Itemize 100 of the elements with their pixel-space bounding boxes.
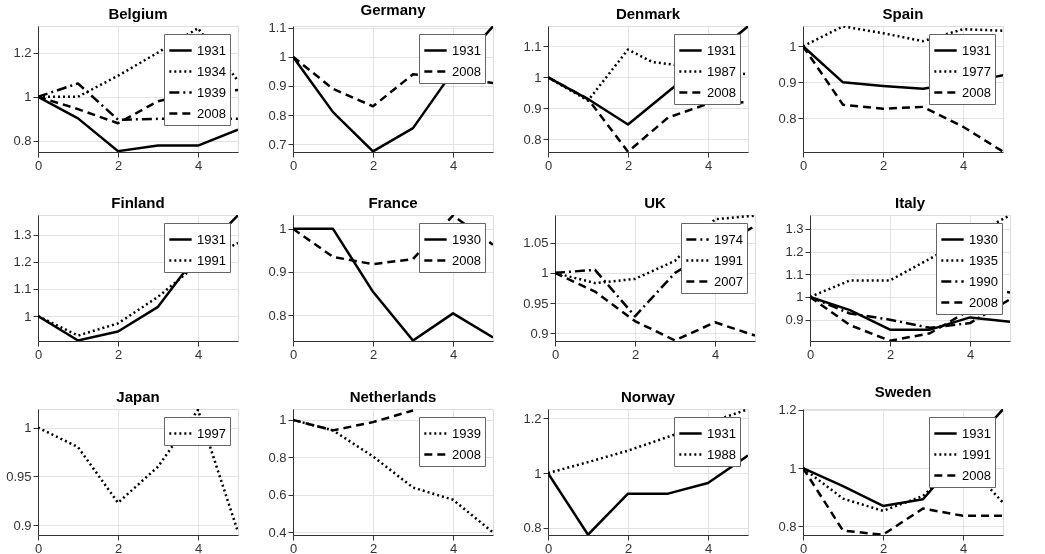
legend-label: 1991 (962, 446, 991, 462)
chart-title: Netherlands (349, 388, 437, 405)
x-tick-label: 4 (959, 157, 968, 173)
chart-title: Denmark (615, 5, 681, 22)
x-tick-label: 2 (369, 346, 378, 362)
y-tick-label: 0.7 (268, 136, 287, 152)
y-tick-label: 1 (279, 221, 287, 237)
legend-label: 2008 (197, 105, 226, 121)
legend-label: 1974 (714, 231, 743, 247)
x-tick-label: 0 (551, 346, 560, 362)
x-tick-label: 2 (879, 157, 888, 173)
legend-label: 1988 (707, 446, 736, 462)
x-tick-label: 2 (114, 540, 123, 554)
legend-label: 1931 (707, 425, 736, 441)
y-tick-label: 1.1 (523, 38, 542, 54)
legend-label: 1997 (197, 425, 226, 441)
x-tick-label: 4 (449, 157, 458, 173)
chart-title: Norway (620, 388, 676, 405)
legend-label: 1991 (714, 252, 743, 268)
y-tick-label: 0.8 (268, 107, 287, 123)
y-tick-label: 1 (24, 308, 32, 324)
y-tick-label: 1.2 (785, 244, 804, 260)
y-tick-label: 1 (279, 412, 287, 428)
x-tick-label: 0 (289, 540, 298, 554)
legend-label: 2008 (452, 63, 481, 79)
legend-label: 1931 (197, 42, 226, 58)
y-tick-label: 1 (534, 69, 542, 85)
x-tick-label: 0 (34, 157, 43, 173)
y-tick-label: 0.9 (785, 312, 804, 328)
legend-label: 1939 (197, 84, 226, 100)
y-tick-label: 0.9 (530, 325, 549, 341)
y-tick-label: 0.6 (268, 487, 287, 503)
x-tick-label: 4 (959, 540, 968, 554)
y-tick-label: 0.9 (268, 264, 287, 280)
legend-label: 2008 (962, 467, 991, 483)
x-tick-label: 2 (631, 346, 640, 362)
y-tick-label: 1.2 (523, 410, 542, 426)
x-tick-label: 0 (34, 540, 43, 554)
y-tick-label: 1 (541, 265, 549, 281)
x-tick-label: 4 (194, 157, 203, 173)
y-tick-label: 0.95 (6, 468, 32, 484)
chart-title: UK (644, 194, 666, 211)
legend-label: 1930 (969, 231, 998, 247)
y-tick-label: 1 (279, 49, 287, 65)
y-tick-label: 0.8 (523, 131, 542, 147)
y-tick-label: 1 (789, 38, 797, 54)
legend-label: 2008 (707, 84, 736, 100)
legend-label: 1939 (452, 425, 481, 441)
y-tick-label: 1.2 (13, 45, 32, 61)
chart-title: France (368, 194, 418, 211)
x-tick-label: 2 (624, 157, 633, 173)
x-tick-label: 2 (369, 157, 378, 173)
x-tick-label: 4 (449, 346, 458, 362)
x-tick-label: 2 (879, 540, 888, 554)
chart-title: Japan (116, 388, 160, 405)
y-tick-label: 1.3 (13, 227, 32, 243)
legend-label: 2008 (452, 252, 481, 268)
x-tick-label: 0 (544, 540, 553, 554)
x-tick-label: 4 (194, 540, 203, 554)
y-tick-label: 0.4 (268, 524, 287, 540)
y-tick-label: 0.8 (778, 518, 797, 534)
chart-title: Germany (360, 0, 427, 18)
chart-title: Spain (882, 5, 924, 22)
x-tick-label: 4 (194, 346, 203, 362)
x-tick-label: 0 (799, 540, 808, 554)
legend-label: 1935 (969, 252, 998, 268)
x-tick-label: 0 (799, 157, 808, 173)
y-tick-label: 1 (534, 465, 542, 481)
x-tick-label: 2 (369, 540, 378, 554)
legend-label: 1977 (962, 63, 991, 79)
x-tick-label: 2 (886, 346, 895, 362)
x-tick-label: 0 (34, 346, 43, 362)
x-tick-label: 0 (289, 346, 298, 362)
chart-title: Finland (111, 194, 165, 211)
legend-label: 1987 (707, 63, 736, 79)
legend-label: 2008 (962, 84, 991, 100)
y-tick-label: 1 (24, 420, 32, 436)
legend-label: 2008 (452, 446, 481, 462)
y-tick-label: 1.1 (13, 281, 32, 297)
y-tick-label: 0.8 (778, 110, 797, 126)
legend-label: 1991 (197, 252, 226, 268)
y-tick-label: 0.95 (523, 295, 549, 311)
legend-label: 1931 (707, 42, 736, 58)
y-tick-label: 0.8 (523, 520, 542, 536)
legend-label: 2007 (714, 273, 743, 289)
legend-label: 1934 (197, 63, 226, 79)
y-tick-label: 0.9 (268, 78, 287, 94)
y-tick-label: 1.1 (785, 266, 804, 282)
legend-label: 1931 (962, 425, 991, 441)
chart-title: Sweden (874, 382, 932, 400)
legend-label: 1990 (969, 273, 998, 289)
x-tick-label: 0 (806, 346, 815, 362)
y-tick-label: 0.8 (13, 133, 32, 149)
y-tick-label: 0.8 (268, 307, 287, 323)
y-tick-label: 0.9 (13, 517, 32, 533)
chart-title: Italy (894, 194, 926, 211)
x-tick-label: 4 (704, 157, 713, 173)
x-tick-label: 2 (114, 346, 123, 362)
x-tick-label: 4 (711, 346, 720, 362)
legend-label: 1931 (452, 42, 481, 58)
